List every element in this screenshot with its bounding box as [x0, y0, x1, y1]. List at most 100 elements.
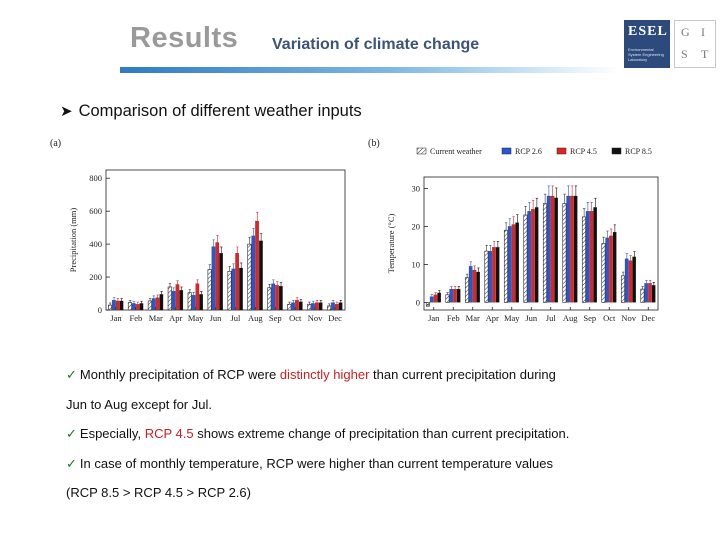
rcp26-bar: [507, 226, 512, 303]
rcp45-bar: [315, 302, 319, 311]
x-tick-label: Oct: [603, 313, 616, 323]
rcp85-bar: [219, 253, 223, 311]
legend-swatch: [611, 147, 622, 155]
rcp45-bar: [275, 285, 279, 311]
y-tick-label: 20: [412, 221, 421, 231]
x-tick-label: Nov: [621, 313, 636, 323]
y-tick-label: 30: [412, 183, 421, 193]
current-weather-bar: [562, 203, 567, 303]
check-icon: ✓: [66, 426, 77, 441]
page-subtitle: Variation of climate change: [272, 36, 480, 53]
current-weather-bar: [267, 287, 272, 311]
plot-frame: [105, 169, 346, 311]
panel-b-label: (b): [368, 138, 380, 149]
rcp85-bar: [651, 285, 656, 303]
check-icon: ✓: [66, 367, 77, 382]
logo-small-text: Environmental System Engineering Laborat…: [628, 47, 664, 62]
rcp85-bar: [476, 271, 480, 303]
rcp85-bar: [298, 301, 303, 311]
gist-letter: I: [701, 25, 705, 39]
rcp85-bar: [279, 286, 283, 311]
legend-label: RCP 8.5: [625, 147, 652, 156]
rcp85-bar: [437, 292, 441, 303]
plot-frame: [423, 176, 659, 311]
x-tick-label: Sep: [269, 313, 282, 323]
current-weather-bar: [542, 203, 547, 303]
gist-letter: G: [681, 25, 690, 39]
current-weather-bar: [601, 243, 606, 303]
legend-swatch: [416, 147, 427, 155]
rcp26-bar: [171, 290, 176, 311]
finding-highlight: RCP 4.5: [144, 426, 194, 441]
finding-highlight: distinctly higher: [279, 367, 370, 382]
current-weather-bar: [464, 277, 469, 303]
rcp45-bar: [334, 304, 339, 311]
rcp45-bar: [609, 235, 613, 303]
x-tick-label: Jul: [546, 313, 557, 323]
rcp85-bar: [573, 195, 578, 303]
rcp85-bar: [632, 256, 636, 303]
rcp85-bar: [338, 302, 343, 311]
rcp26-bar: [112, 300, 116, 311]
panel-a-label: (a): [50, 138, 62, 149]
rcp45-bar: [648, 283, 652, 303]
rcp45-bar: [433, 294, 438, 303]
rcp26-bar: [331, 302, 335, 311]
rcp45-bar: [195, 283, 200, 311]
rcp85-bar: [593, 207, 597, 303]
rcp26-bar: [566, 195, 570, 303]
rcp45-bar: [492, 247, 496, 303]
x-tick-label: Apr: [169, 313, 182, 323]
x-tick-label: Oct: [289, 313, 302, 323]
rcp45-bar: [531, 209, 535, 303]
rcp85-bar: [119, 300, 124, 311]
rcp26-bar: [644, 283, 648, 303]
finding-text: In case of monthly temperature, RCP were…: [79, 455, 553, 471]
current-weather-bar: [147, 300, 152, 311]
rcp45-bar: [453, 289, 457, 303]
current-weather-bar: [327, 305, 332, 311]
rcp85-bar: [612, 231, 617, 303]
rcp26-bar: [311, 303, 315, 311]
finding-item: ✓ Especially, RCP 4.5 shows extreme chang…: [66, 419, 706, 449]
current-weather-bar: [307, 303, 312, 311]
rcp26-bar: [231, 268, 236, 311]
rcp26-bar: [291, 302, 295, 311]
rcp45-bar: [255, 220, 259, 311]
current-weather-bar: [484, 250, 489, 303]
x-tick-label: Aug: [563, 313, 578, 323]
rcp85-bar: [495, 247, 500, 303]
current-weather-bar: [503, 229, 508, 303]
rcp26-bar: [527, 211, 531, 303]
current-weather-bar: [620, 275, 625, 303]
rcp85-bar: [554, 197, 558, 303]
rcp26-bar: [429, 296, 434, 303]
rcp85-bar: [515, 222, 519, 303]
precipitation-chart: 0 200 400 600 800 Precipitation (mm) Jan Feb Mar…: [68, 169, 346, 323]
current-weather-bar: [167, 286, 172, 311]
rcp26-bar: [624, 258, 629, 303]
rcp45-bar: [155, 297, 160, 311]
x-tick-label: Jan: [110, 313, 122, 323]
rcp26-bar: [605, 237, 609, 303]
rcp45-bar: [628, 260, 633, 303]
logo-text: ESEL: [628, 24, 668, 39]
finding-text: Monthly precipitation of RCP were: [79, 367, 280, 382]
legend-label: Current weather: [430, 147, 482, 156]
x-tick-label: Jul: [230, 313, 241, 323]
rcp85-bar: [239, 267, 243, 311]
current-weather-bar: [640, 288, 645, 303]
current-weather-bar: [247, 243, 252, 311]
y-axis-label: Precipitation (mm): [68, 208, 78, 273]
arrow-bullet-icon: ➤: [60, 103, 73, 120]
rcp45-bar: [175, 284, 180, 311]
y-tick-label: 200: [89, 272, 102, 282]
rcp26-bar: [151, 298, 156, 311]
x-tick-label: Nov: [308, 313, 323, 323]
y-tick-label: 0: [416, 297, 420, 307]
x-tick-label: Dec: [641, 313, 655, 323]
rcp45-bar: [511, 224, 516, 303]
current-weather-bar: [207, 269, 212, 311]
rcp26-bar: [546, 195, 551, 303]
legend-swatch: [501, 147, 512, 155]
